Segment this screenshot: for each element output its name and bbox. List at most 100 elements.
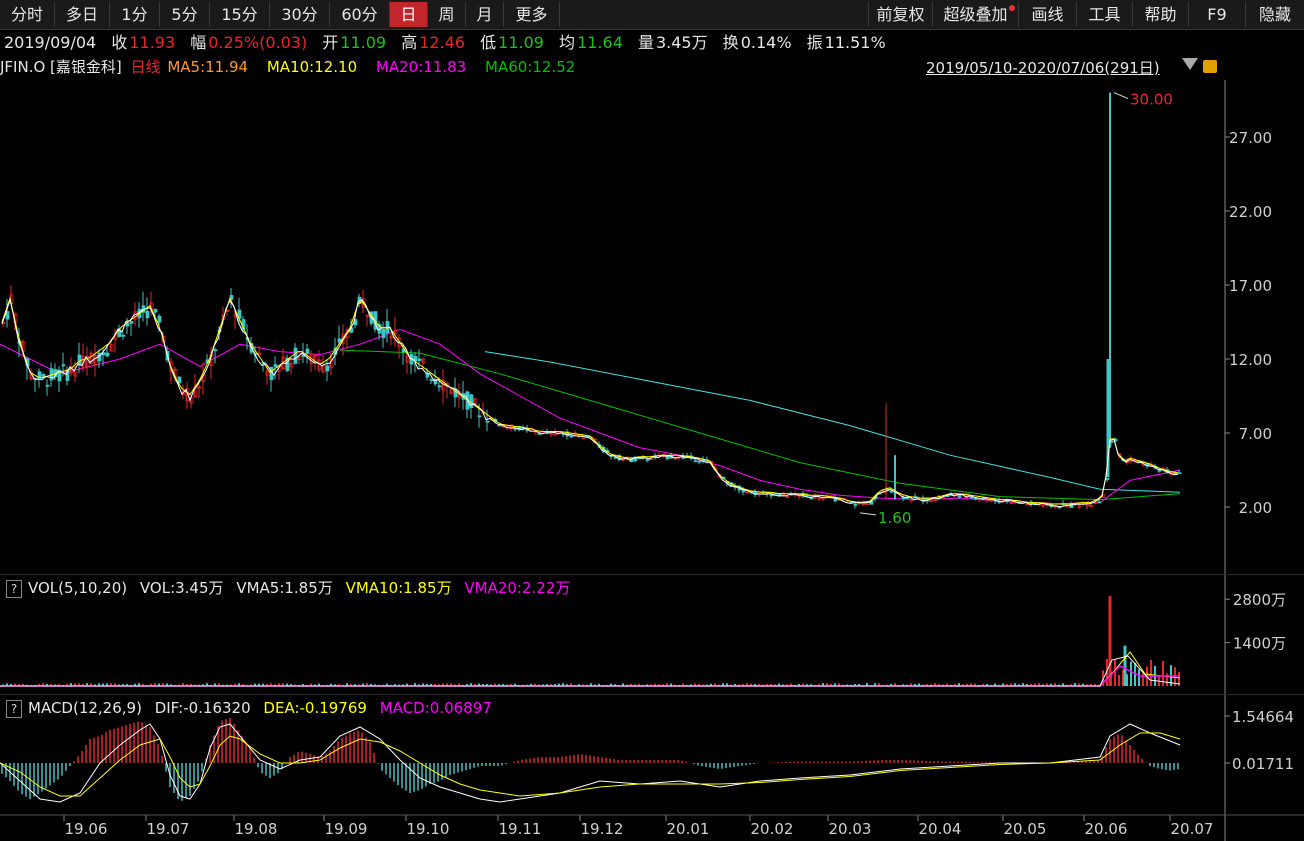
tab-fenshi[interactable]: 分时: [0, 2, 55, 27]
volume-bar: [1134, 662, 1136, 686]
f9-button[interactable]: F9: [1189, 2, 1246, 27]
x-axis-label: 20.05: [1004, 820, 1047, 838]
volume-bar: [790, 683, 792, 686]
volume-bar: [374, 684, 376, 686]
candle-body: [497, 424, 502, 427]
candle-body: [941, 497, 946, 499]
candle-body: [1177, 472, 1182, 475]
price-axis-label: 12.00: [1229, 351, 1272, 369]
candle-body: [197, 386, 202, 389]
volume-bar: [802, 683, 804, 686]
date-range[interactable]: 2019/05/10-2020/07/06(291日): [926, 59, 1160, 77]
volume-bar: [134, 683, 136, 686]
candle-body: [929, 500, 934, 503]
volume-bar: [258, 683, 260, 686]
volume-bar: [902, 684, 904, 686]
volume-bar: [598, 683, 600, 686]
symbol-name[interactable]: JFIN.O [嘉银金科]: [0, 58, 122, 76]
candle-body: [305, 348, 310, 354]
volume-bar: [106, 683, 108, 686]
tab-daily[interactable]: 日: [390, 2, 428, 27]
tab-5min[interactable]: 5分: [160, 2, 210, 27]
volume-bar: [70, 683, 72, 686]
volume-bar: [302, 684, 304, 686]
macd-help-icon[interactable]: ?: [6, 699, 22, 718]
candle-body: [145, 310, 150, 319]
candle-body: [969, 496, 974, 499]
volume-bar: [1050, 683, 1052, 686]
candle-body: [93, 354, 98, 365]
candle-body: [1057, 506, 1062, 509]
close-value: 11.93: [129, 33, 176, 52]
tools-button[interactable]: 工具: [1077, 2, 1133, 27]
volume-bar: [46, 683, 48, 686]
volume-bar: [170, 684, 172, 686]
dropdown-triangle-icon[interactable]: [1182, 58, 1198, 70]
candle-body: [297, 355, 302, 360]
macd-value: MACD:0.06897: [379, 699, 492, 717]
period-label: 日线: [130, 58, 161, 76]
volume-bar: [334, 684, 336, 686]
volume-bar: [318, 683, 320, 686]
tab-monthly[interactable]: 月: [466, 2, 504, 27]
turnover-label: 换: [722, 33, 739, 52]
candle-body: [185, 388, 190, 402]
volume-bar: [330, 683, 332, 686]
vma10-line: [0, 651, 1181, 687]
lock-icon[interactable]: [1203, 60, 1217, 73]
volume-bar: [962, 684, 964, 686]
dif-line: [0, 723, 1181, 803]
volume-bar: [590, 683, 592, 686]
candle-body: [697, 460, 702, 463]
volume-bar: [726, 683, 728, 686]
candle-body: [289, 362, 294, 368]
volume-bar: [154, 683, 156, 686]
candle-body: [1157, 469, 1162, 472]
volume-bar: [1034, 683, 1036, 686]
vma5-value: VMA5:1.85万: [236, 579, 333, 597]
tab-more[interactable]: 更多: [504, 2, 560, 27]
volume-bar: [262, 683, 264, 686]
tab-60min[interactable]: 60分: [330, 2, 390, 27]
candle-body: [429, 379, 434, 382]
ma10-value: MA10:12.10: [266, 58, 358, 76]
hide-button[interactable]: 隐藏: [1258, 5, 1291, 24]
volume-bar: [610, 683, 612, 686]
adjust-button[interactable]: 前复权: [868, 2, 933, 27]
tab-15min[interactable]: 15分: [210, 2, 270, 27]
volume-bar: [622, 683, 624, 686]
ma20-value: MA20:11.83: [375, 58, 467, 76]
volume-bar: [538, 684, 540, 686]
vol-help-icon[interactable]: ?: [6, 579, 22, 598]
draw-button[interactable]: 画线: [1019, 2, 1077, 27]
candle-body: [341, 333, 346, 344]
help-button[interactable]: 帮助: [1133, 2, 1189, 27]
volume-bar: [90, 683, 92, 686]
tab-1min[interactable]: 1分: [110, 2, 160, 27]
volume-bar: [470, 683, 472, 686]
candle-body: [105, 352, 110, 357]
volume-bar: [766, 683, 768, 686]
x-axis-label: 20.01: [667, 820, 710, 838]
vma20-value: VMA20:2.22万: [464, 579, 571, 597]
volume-bar: [670, 683, 672, 686]
overlay-button[interactable]: 超级叠加: [933, 2, 1019, 27]
volume-bar: [658, 684, 660, 686]
tab-multi-day[interactable]: 多日: [55, 2, 110, 27]
volume-bar: [810, 684, 812, 686]
candle-body: [421, 358, 426, 364]
tab-30min[interactable]: 30分: [270, 2, 330, 27]
volume-bar: [490, 684, 492, 686]
volume-bar: [822, 683, 824, 686]
volume-bar: [206, 683, 208, 686]
volume-bar: [394, 684, 396, 686]
candle-body: [817, 497, 822, 500]
x-axis-label: 19.10: [407, 820, 450, 838]
volume-bar: [42, 683, 44, 686]
ma60-line: [339, 349, 1181, 501]
tab-weekly[interactable]: 周: [428, 2, 466, 27]
volume-bar: [22, 684, 24, 686]
volume-bar: [614, 684, 616, 686]
volume-bar: [854, 683, 856, 686]
